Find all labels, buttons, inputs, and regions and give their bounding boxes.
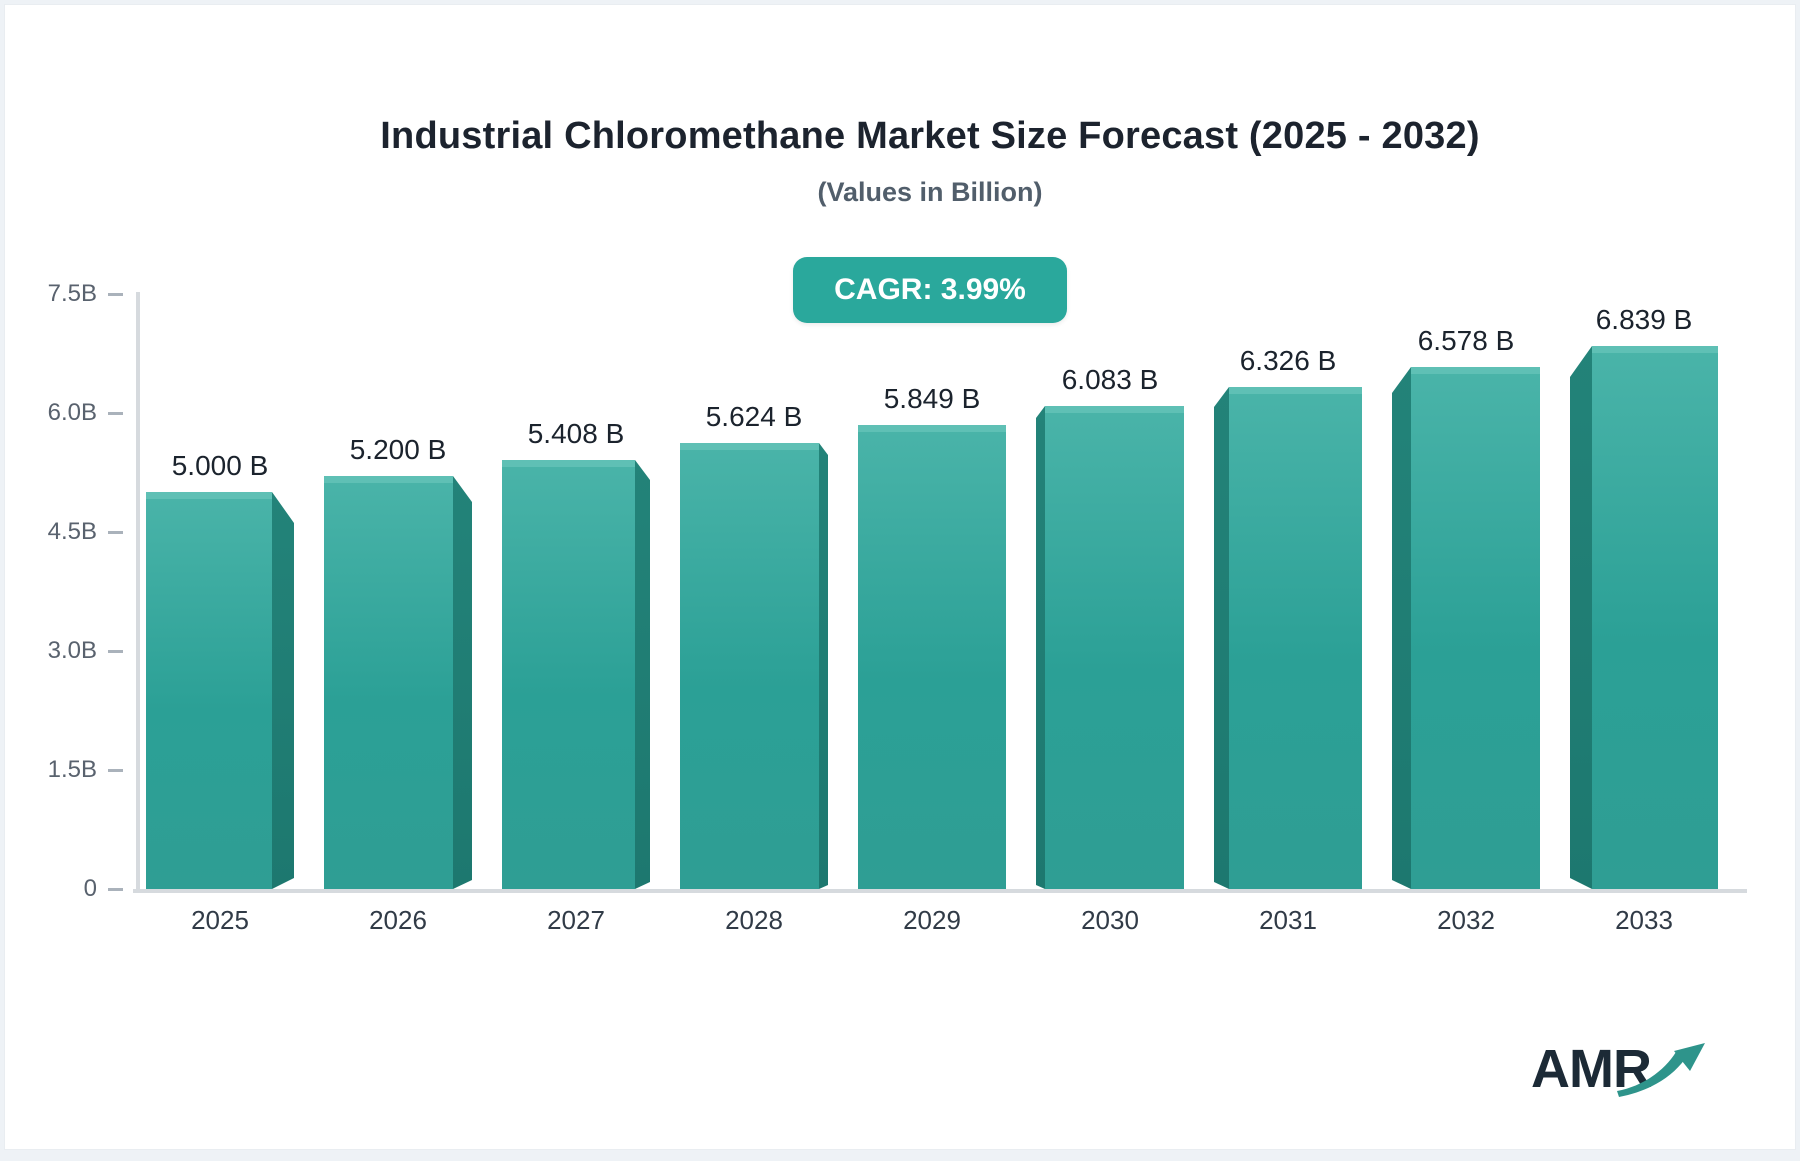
bar-value-label: 5.849 B (883, 383, 981, 414)
bar-top-face (1411, 367, 1540, 374)
bar-side-face (272, 492, 294, 889)
bar-side-face (819, 443, 828, 889)
x-axis-label-2028: 2028 (725, 905, 783, 935)
bar-value-label: 5.000 B (171, 450, 269, 481)
x-axis-label-2025: 2025 (191, 905, 249, 935)
chart-subtitle: (Values in Billion) (817, 177, 1043, 207)
bar-top-face (1045, 406, 1184, 413)
bar-front-face (324, 476, 453, 889)
y-tick-dash (108, 530, 123, 534)
cagr-badge: CAGR: 3.99% (793, 257, 1067, 323)
bar-top-face (146, 492, 272, 499)
bar-2027 (502, 460, 650, 889)
bar-side-face (1214, 387, 1229, 889)
x-axis-label-2031: 2031 (1259, 905, 1317, 935)
bar-top-face (1592, 346, 1718, 353)
y-tick-label: 1.5B (47, 756, 97, 783)
bar-side-face (1392, 367, 1411, 889)
bar-2031 (1214, 387, 1362, 889)
x-axis-label-2029: 2029 (903, 905, 961, 935)
y-tick-label: 3.0B (47, 637, 97, 664)
y-tick-dash (108, 411, 123, 415)
bar-top-face (1229, 387, 1362, 394)
y-axis-line (136, 292, 140, 891)
chart-title: Industrial Chloromethane Market Size For… (380, 115, 1480, 157)
bar-value-label: 5.624 B (705, 401, 803, 432)
bar-2029 (858, 425, 1006, 889)
bar-value-label: 6.578 B (1417, 325, 1515, 356)
bar-front-face (502, 460, 635, 889)
bar-side-face (635, 460, 650, 889)
amr-logo-arrow-head (1674, 1043, 1705, 1071)
y-tick-label: 7.5B (47, 280, 97, 307)
plot-area: 0 1.5B 3.0B 4.5B 6.0B 7.5B 5.000 B 2025 5.200 B 2… (5, 5, 1800, 1161)
x-axis-label-2033: 2033 (1615, 905, 1673, 935)
amr-logo-graphic: AMR (1531, 1039, 1705, 1099)
bar-value-label: 6.839 B (1595, 304, 1693, 335)
bar-2033 (1570, 346, 1718, 889)
bar-value-label: 6.326 B (1239, 345, 1337, 376)
y-tick-label: 6.0B (47, 399, 97, 426)
y-tick-label: 0 (83, 875, 97, 902)
y-tick-dash (108, 887, 123, 891)
amr-logo: AMR (1531, 1039, 1716, 1103)
bar-2028 (680, 443, 828, 889)
bar-top-face (680, 443, 819, 450)
bar-side-face (453, 476, 472, 889)
x-axis-label-2030: 2030 (1081, 905, 1139, 935)
bar-front-face (858, 425, 1006, 889)
bar-top-face (858, 425, 1006, 432)
bar-side-face (1570, 346, 1592, 889)
bar-top-face (324, 476, 453, 483)
x-axis-line (133, 889, 1747, 893)
y-tick-dash (108, 649, 123, 653)
bar-value-label: 5.408 B (527, 418, 625, 449)
bar-front-face (1045, 406, 1184, 889)
bar-value-label: 5.200 B (349, 434, 447, 465)
bar-front-face (1229, 387, 1362, 889)
y-tick-dash (108, 768, 123, 772)
bar-front-face (146, 492, 272, 889)
bar-side-face (1036, 406, 1045, 889)
bar-2026 (324, 476, 472, 889)
bar-2025 (146, 492, 294, 889)
bar-2032 (1392, 367, 1540, 889)
bar-front-face (1411, 367, 1540, 889)
bar-front-face (680, 443, 819, 889)
x-axis-label-2032: 2032 (1437, 905, 1495, 935)
bar-value-label: 6.083 B (1061, 364, 1159, 395)
bar-2030 (1036, 406, 1184, 889)
chart-card: Industrial Chloromethane Market Size For… (4, 4, 1796, 1150)
bar-top-face (502, 460, 635, 467)
amr-logo-arrow-swoosh (1617, 1052, 1685, 1097)
y-tick-dash (108, 292, 123, 296)
bar-front-face (1592, 346, 1718, 889)
y-tick-label: 4.5B (47, 518, 97, 545)
x-axis-label-2026: 2026 (369, 905, 427, 935)
x-axis-label-2027: 2027 (547, 905, 605, 935)
